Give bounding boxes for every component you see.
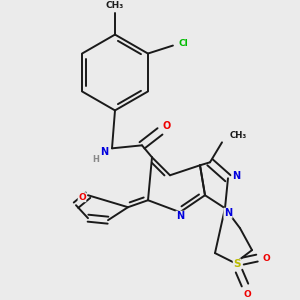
Text: N: N	[224, 208, 232, 218]
Text: N: N	[176, 211, 184, 221]
Text: O: O	[243, 290, 251, 298]
Text: S: S	[233, 259, 241, 269]
Text: N: N	[232, 171, 240, 181]
Text: O: O	[163, 122, 171, 131]
Text: CH₃: CH₃	[106, 1, 124, 10]
Text: Cl: Cl	[178, 39, 188, 48]
Text: O: O	[78, 193, 86, 202]
Text: O: O	[262, 254, 270, 262]
Text: CH₃: CH₃	[230, 131, 247, 140]
Text: H: H	[93, 155, 99, 164]
Text: N: N	[100, 147, 108, 157]
